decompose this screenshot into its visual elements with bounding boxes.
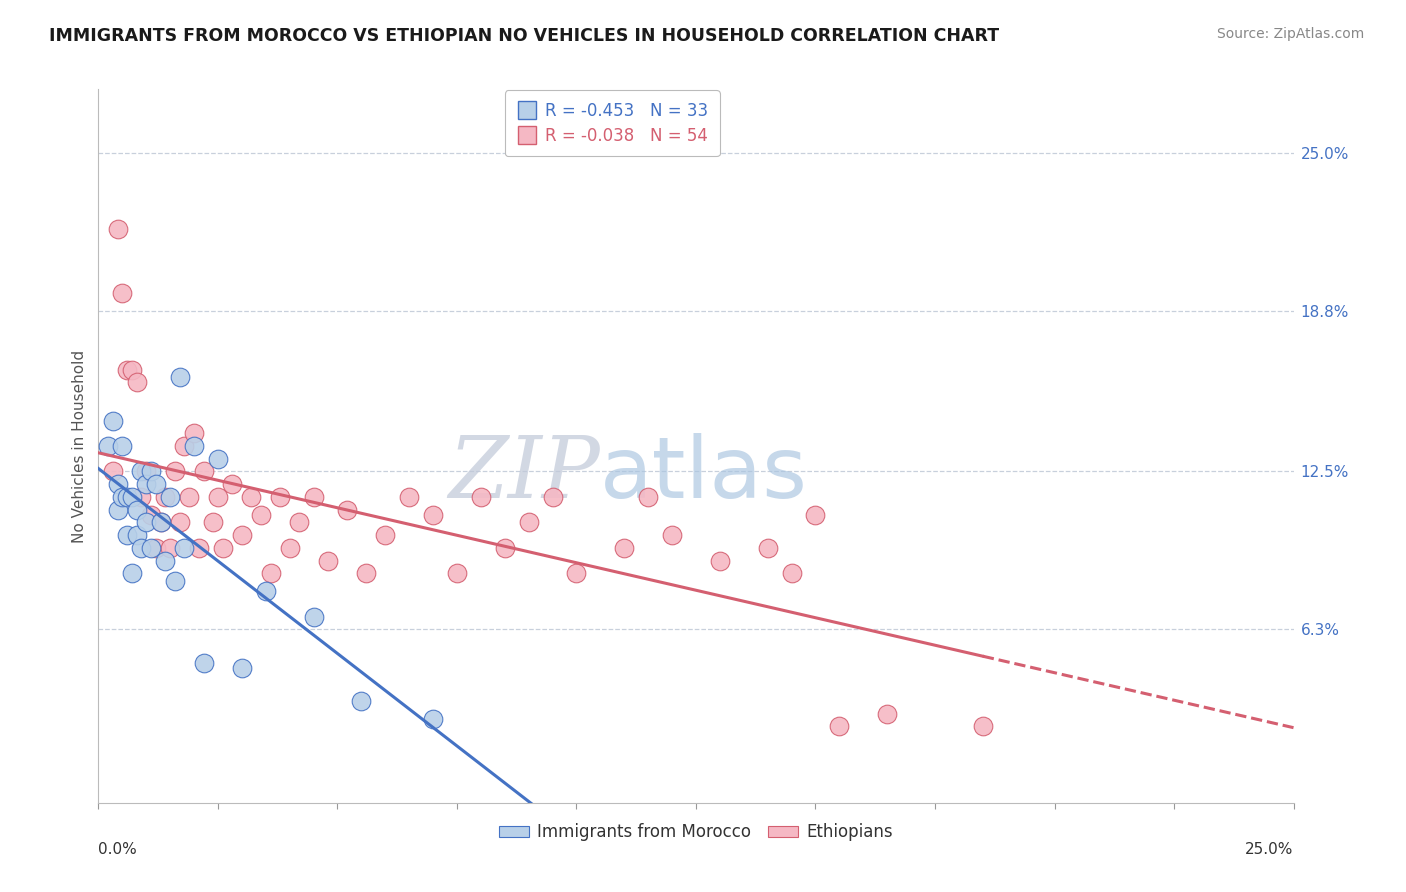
Point xyxy=(254,584,277,599)
Point xyxy=(131,541,153,555)
Point xyxy=(131,465,153,479)
Point xyxy=(828,719,851,733)
Point xyxy=(173,541,195,555)
Point xyxy=(139,465,162,479)
Point xyxy=(111,439,134,453)
Point xyxy=(121,566,143,581)
Point xyxy=(155,554,177,568)
Point xyxy=(804,508,827,522)
Point xyxy=(183,426,205,441)
Point xyxy=(101,465,124,479)
Point xyxy=(107,502,129,516)
Point xyxy=(240,490,263,504)
Point xyxy=(115,528,138,542)
Text: 25.0%: 25.0% xyxy=(1246,842,1294,857)
Point xyxy=(207,490,229,504)
Point xyxy=(517,516,540,530)
Point xyxy=(139,508,162,522)
Point xyxy=(780,566,803,581)
Point xyxy=(107,222,129,236)
Point xyxy=(135,477,157,491)
Point xyxy=(446,566,468,581)
Point xyxy=(169,370,191,384)
Point xyxy=(613,541,636,555)
Text: atlas: atlas xyxy=(600,433,808,516)
Point xyxy=(121,490,143,504)
Point xyxy=(202,516,225,530)
Point xyxy=(541,490,564,504)
Point xyxy=(876,706,898,721)
Point xyxy=(183,439,205,453)
Point xyxy=(125,528,148,542)
Point xyxy=(163,574,186,588)
Point xyxy=(135,465,157,479)
Point xyxy=(131,490,153,504)
Point xyxy=(565,566,588,581)
Text: 0.0%: 0.0% xyxy=(98,842,138,857)
Point xyxy=(169,516,191,530)
Point xyxy=(637,490,659,504)
Point xyxy=(302,609,325,624)
Point xyxy=(101,413,124,427)
Point xyxy=(159,541,181,555)
Text: Source: ZipAtlas.com: Source: ZipAtlas.com xyxy=(1216,27,1364,41)
Point xyxy=(107,477,129,491)
Point xyxy=(350,694,373,708)
Point xyxy=(145,541,167,555)
Point xyxy=(115,362,138,376)
Point xyxy=(972,719,994,733)
Point xyxy=(139,541,162,555)
Point xyxy=(302,490,325,504)
Point xyxy=(149,516,172,530)
Point xyxy=(121,362,143,376)
Point xyxy=(193,465,215,479)
Point xyxy=(97,439,120,453)
Point xyxy=(470,490,492,504)
Point xyxy=(278,541,301,555)
Point xyxy=(422,508,444,522)
Y-axis label: No Vehicles in Household: No Vehicles in Household xyxy=(72,350,87,542)
Point xyxy=(374,528,396,542)
Point xyxy=(398,490,420,504)
Point xyxy=(111,286,134,301)
Point xyxy=(221,477,243,491)
Legend: Immigrants from Morocco, Ethiopians: Immigrants from Morocco, Ethiopians xyxy=(492,817,900,848)
Text: IMMIGRANTS FROM MOROCCO VS ETHIOPIAN NO VEHICLES IN HOUSEHOLD CORRELATION CHART: IMMIGRANTS FROM MOROCCO VS ETHIOPIAN NO … xyxy=(49,27,1000,45)
Point xyxy=(336,502,359,516)
Point xyxy=(259,566,281,581)
Point xyxy=(179,490,201,504)
Point xyxy=(756,541,779,555)
Point xyxy=(125,376,148,390)
Point xyxy=(159,490,181,504)
Point xyxy=(125,502,148,516)
Point xyxy=(354,566,377,581)
Point xyxy=(316,554,339,568)
Point xyxy=(173,439,195,453)
Point xyxy=(187,541,209,555)
Point xyxy=(288,516,311,530)
Point xyxy=(155,490,177,504)
Point xyxy=(661,528,683,542)
Point xyxy=(709,554,731,568)
Point xyxy=(149,516,172,530)
Point xyxy=(231,528,253,542)
Point xyxy=(135,516,157,530)
Point xyxy=(269,490,291,504)
Point xyxy=(231,661,253,675)
Point xyxy=(111,490,134,504)
Point xyxy=(163,465,186,479)
Point xyxy=(207,451,229,466)
Point xyxy=(422,712,444,726)
Point xyxy=(115,490,138,504)
Point xyxy=(250,508,273,522)
Text: ZIP: ZIP xyxy=(449,434,600,516)
Point xyxy=(145,477,167,491)
Point xyxy=(193,656,215,670)
Point xyxy=(211,541,233,555)
Point xyxy=(494,541,516,555)
